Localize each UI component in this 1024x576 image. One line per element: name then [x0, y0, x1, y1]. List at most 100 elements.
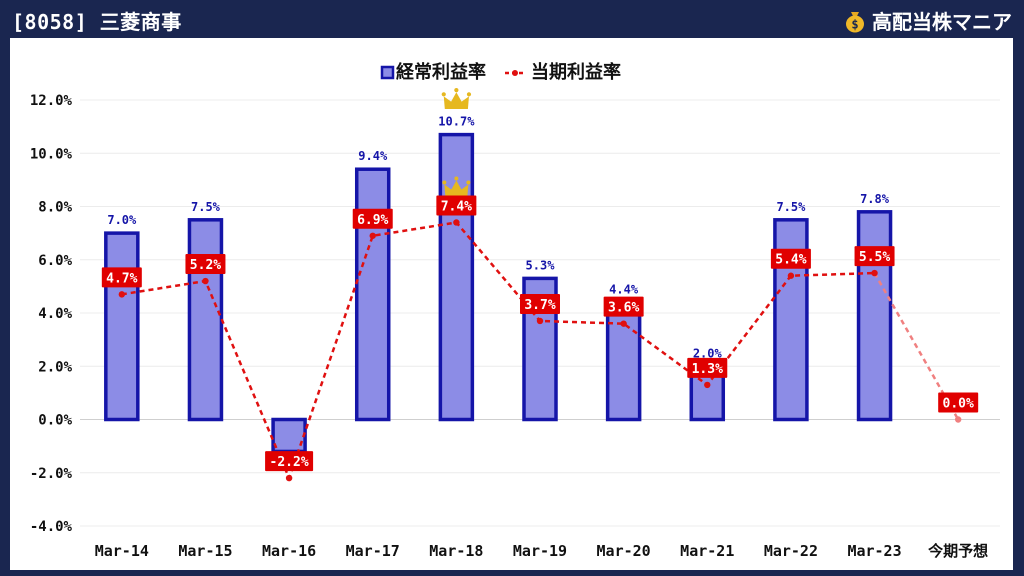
crown-jewel — [442, 180, 447, 185]
x-tick-label: Mar-16 — [262, 542, 316, 560]
bar — [354, 167, 391, 422]
x-tick-label: Mar-18 — [429, 542, 483, 560]
y-tick-label: 2.0% — [38, 359, 72, 375]
bar-value-label: 5.3% — [526, 258, 556, 272]
bar-value-label: 7.5% — [191, 200, 221, 214]
line-point — [620, 320, 627, 327]
crown-shape — [443, 92, 469, 110]
line-value-label-text: 1.3% — [692, 362, 723, 377]
grid-layer: 12.0% 10.0% 8.0% 6.0% 4.0% 2.0% 0.0% -2.0% -4.0% — [30, 93, 1000, 535]
line-point — [285, 474, 293, 482]
bar-value-label: 7.5% — [776, 200, 806, 214]
line-value-label: 1.3% — [687, 357, 728, 378]
x-tick-label: Mar-15 — [178, 542, 232, 560]
labels-layer: Mar-14 Mar-15 Mar-16 Mar-17 Mar-18 Mar-19 Mar-… — [95, 88, 988, 560]
legend-line-marker — [512, 70, 518, 76]
forecast-line — [873, 272, 960, 421]
bar-value-label: 7.0% — [107, 213, 137, 227]
line-value-label-bg — [603, 296, 644, 317]
line-point — [787, 272, 795, 279]
line-point — [453, 219, 460, 226]
series-line — [121, 221, 875, 482]
line-value-label-bg — [436, 195, 477, 216]
line-point — [704, 381, 711, 389]
legend-label-line: 当期利益率 — [531, 61, 621, 83]
line-value-label: 3.6% — [603, 296, 644, 317]
line-value-label: 5.2% — [185, 254, 226, 275]
brand-name: 高配当株マニア — [872, 10, 1012, 34]
line-value-label-text: 5.2% — [190, 258, 221, 273]
crown-icon — [441, 88, 472, 110]
line-value-label: 0.0% — [938, 392, 979, 413]
line-value-label-bg — [854, 246, 895, 267]
bar — [104, 231, 140, 422]
line-layer — [118, 219, 962, 482]
x-tick-label: Mar-22 — [764, 542, 818, 560]
crown-jewel — [466, 180, 471, 185]
line-value-label: -2.2% — [265, 451, 314, 472]
y-tick-label: 12.0% — [30, 93, 73, 109]
crown-icon — [442, 176, 471, 197]
y-tick-label: 6.0% — [38, 253, 72, 269]
crown-jewel — [454, 176, 459, 181]
y-tick-label: -4.0% — [30, 519, 73, 535]
x-tick-label: Mar-20 — [597, 542, 651, 560]
crown-jewel — [466, 92, 472, 97]
bar-value-label: 10.7% — [438, 115, 475, 129]
line-value-label-bg — [938, 392, 979, 413]
bar — [187, 218, 224, 422]
crown-jewel — [441, 92, 446, 97]
line-point — [871, 269, 878, 277]
y-tick-label: -2.0% — [30, 466, 73, 482]
line-value-label: 4.7% — [101, 267, 142, 288]
bar-value-label: 4.4% — [609, 282, 639, 296]
legend-bar-swatch — [380, 65, 395, 80]
line-point — [536, 317, 544, 325]
bar — [605, 300, 642, 422]
line-value-label: 6.9% — [352, 208, 393, 229]
y-tick-label: 10.0% — [30, 146, 73, 162]
header-bar: [8058] 三菱商事 $ 高配当株マニア — [0, 0, 1024, 38]
line-point — [369, 232, 376, 239]
bar — [271, 417, 307, 454]
line-value-label-text: -2.2% — [270, 455, 309, 470]
line-value-label-bg — [770, 248, 811, 269]
x-tick-label: Mar-23 — [847, 542, 901, 560]
line-value-label: 5.5% — [854, 246, 895, 267]
x-tick-label: Mar-21 — [680, 542, 734, 560]
line-value-label: 7.4% — [436, 195, 477, 216]
line-value-label-text: 5.4% — [775, 253, 806, 268]
x-tick-label: 今期予想 — [927, 542, 988, 560]
line-value-label-text: 5.5% — [859, 250, 890, 265]
line-value-label-text: 3.7% — [524, 298, 555, 313]
crown-jewel — [454, 88, 459, 93]
line-value-label-text: 0.0% — [943, 397, 974, 412]
crown-shape — [444, 180, 469, 197]
bar-value-label: 9.4% — [358, 149, 388, 163]
line-value-label-text: 3.6% — [608, 301, 639, 316]
line-value-label-text: 7.4% — [441, 199, 472, 214]
page-title: [8058] 三菱商事 — [12, 10, 182, 34]
y-tick-label: 4.0% — [38, 306, 72, 322]
bar-value-label: 7.8% — [860, 192, 890, 206]
line-point — [202, 277, 209, 285]
legend-label-bar: 経常利益率 — [396, 61, 486, 83]
bars-layer — [104, 132, 893, 454]
line-value-label-bg — [185, 254, 226, 275]
line-value-label-bg — [520, 293, 560, 314]
line-value-label: 3.7% — [520, 293, 560, 314]
x-tick-label: Mar-17 — [346, 542, 400, 560]
line-point — [954, 416, 962, 423]
legend: 経常利益率 当期利益率 — [380, 61, 621, 83]
line-value-label-bg — [687, 357, 728, 378]
y-tick-label: 8.0% — [38, 200, 72, 216]
brand: $ 高配当株マニア — [844, 6, 1012, 35]
money-bag-icon: $ — [846, 11, 864, 32]
x-tick-label: Mar-19 — [513, 542, 567, 560]
chart-svg: 12.0% 10.0% 8.0% 6.0% 4.0% 2.0% 0.0% -2.0% -4.0%… — [30, 61, 1000, 560]
line-value-label-bg — [101, 267, 142, 288]
line-value-label-text: 6.9% — [357, 213, 388, 228]
line-value-label-bg — [352, 208, 393, 229]
x-tick-label: Mar-14 — [95, 542, 149, 560]
